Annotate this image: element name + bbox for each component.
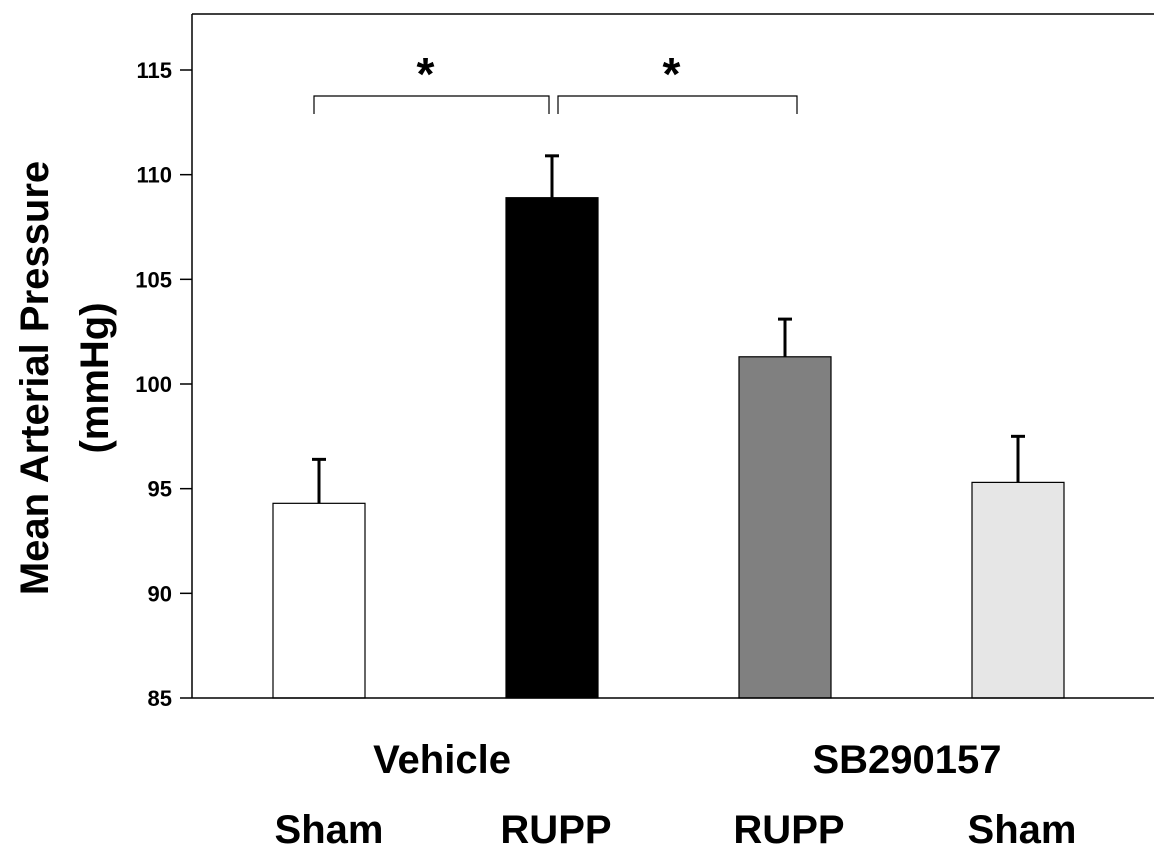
category-label: RUPP	[733, 808, 844, 844]
group-label: SB290157	[812, 738, 1001, 782]
y-tick-label: 100	[135, 372, 172, 397]
significance-star: *	[417, 48, 435, 100]
y-tick-label: 115	[137, 58, 173, 83]
significance-star: *	[663, 48, 681, 100]
significance-bracket	[313, 95, 550, 114]
y-tick-label: 105	[135, 267, 172, 292]
error-bars	[312, 154, 1025, 504]
y-axis-label-line-2: (mmHg)	[73, 302, 117, 453]
y-tick-label: 95	[148, 477, 172, 502]
category-label: Sham	[968, 808, 1077, 844]
significance-brackets: * *	[313, 48, 798, 114]
bar	[971, 481, 1065, 699]
category-label: RUPP	[500, 808, 611, 844]
bar	[738, 356, 832, 699]
bars	[272, 197, 1065, 699]
group-label: Vehicle	[373, 738, 511, 782]
category-label: Sham	[275, 808, 384, 844]
bar	[505, 197, 599, 699]
y-axis-label: Mean Arterial Pressure (mmHg)	[13, 161, 117, 595]
y-tick-label: 85	[148, 686, 172, 711]
category-labels: Sham RUPP RUPP Sham	[275, 808, 1077, 844]
y-axis: 85 90 95 100 105 110 115	[135, 58, 192, 711]
bar	[272, 502, 366, 699]
y-axis-label-line-1: Mean Arterial Pressure	[13, 161, 57, 595]
y-tick-label: 110	[137, 163, 173, 188]
y-tick-label: 90	[148, 581, 172, 606]
axes-frame	[191, 13, 1154, 699]
group-labels: Vehicle SB290157	[373, 738, 1001, 782]
significance-bracket	[557, 95, 798, 114]
